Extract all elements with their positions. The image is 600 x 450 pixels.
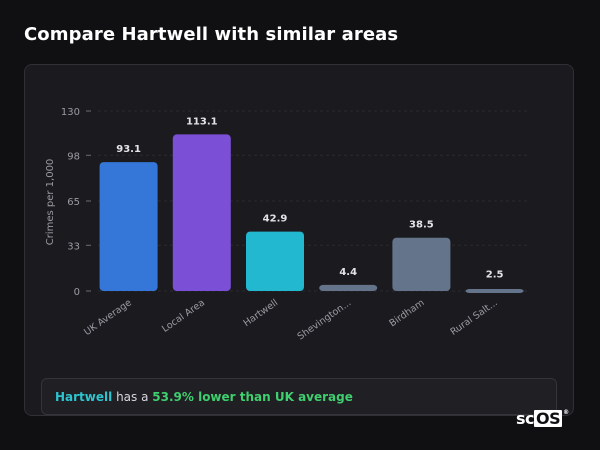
value-labels: 93.1 113.1 42.9 4.4 38.5 2.5 [116, 116, 503, 280]
data-label: 113.1 [186, 116, 218, 127]
bar [392, 237, 451, 291]
x-tick-label: UK Average [82, 297, 134, 338]
summary-text: has a [112, 390, 153, 404]
data-label: 4.4 [339, 267, 357, 278]
x-tick-label: Hartwell [241, 297, 280, 329]
page-title: Compare Hartwell with similar areas [24, 24, 399, 45]
x-tick-label: Rural Salt... [449, 297, 500, 337]
y-tick-label: 98 [67, 151, 80, 162]
summary-delta: 53.9% lower than UK average [152, 390, 353, 404]
bars [99, 134, 524, 293]
y-tick-label: 33 [67, 241, 80, 252]
data-label: 93.1 [116, 144, 141, 155]
data-label: 38.5 [409, 220, 434, 231]
bar [99, 162, 158, 291]
x-tick-label: Shevington... [296, 297, 354, 342]
bar [465, 289, 524, 293]
summary-place: Hartwell [55, 390, 113, 404]
y-axis-ticks: 0 33 65 98 130 [61, 107, 91, 298]
y-tick-label: 65 [67, 197, 80, 208]
grid-lines [98, 110, 530, 292]
scos-logo: sc OS ® [516, 409, 569, 428]
logo-boxed: OS [534, 409, 563, 428]
x-axis-ticks: UK Average Local Area Hartwell Shevington..… [82, 297, 500, 342]
bar [319, 284, 378, 291]
y-tick-label: 0 [74, 287, 80, 298]
bar [172, 134, 231, 291]
x-tick-label: Birdham [387, 297, 426, 329]
logo-mark: ® [563, 409, 569, 416]
comparison-summary: Hartwell has a 53.9% lower than UK avera… [41, 378, 557, 415]
x-tick-label: Local Area [160, 297, 207, 334]
bar [246, 231, 304, 291]
y-tick-label: 130 [61, 107, 80, 118]
y-axis-label: Crimes per 1,000 [45, 159, 56, 246]
data-label: 42.9 [263, 214, 288, 225]
logo-prefix: sc [516, 409, 535, 428]
data-label: 2.5 [486, 270, 504, 281]
